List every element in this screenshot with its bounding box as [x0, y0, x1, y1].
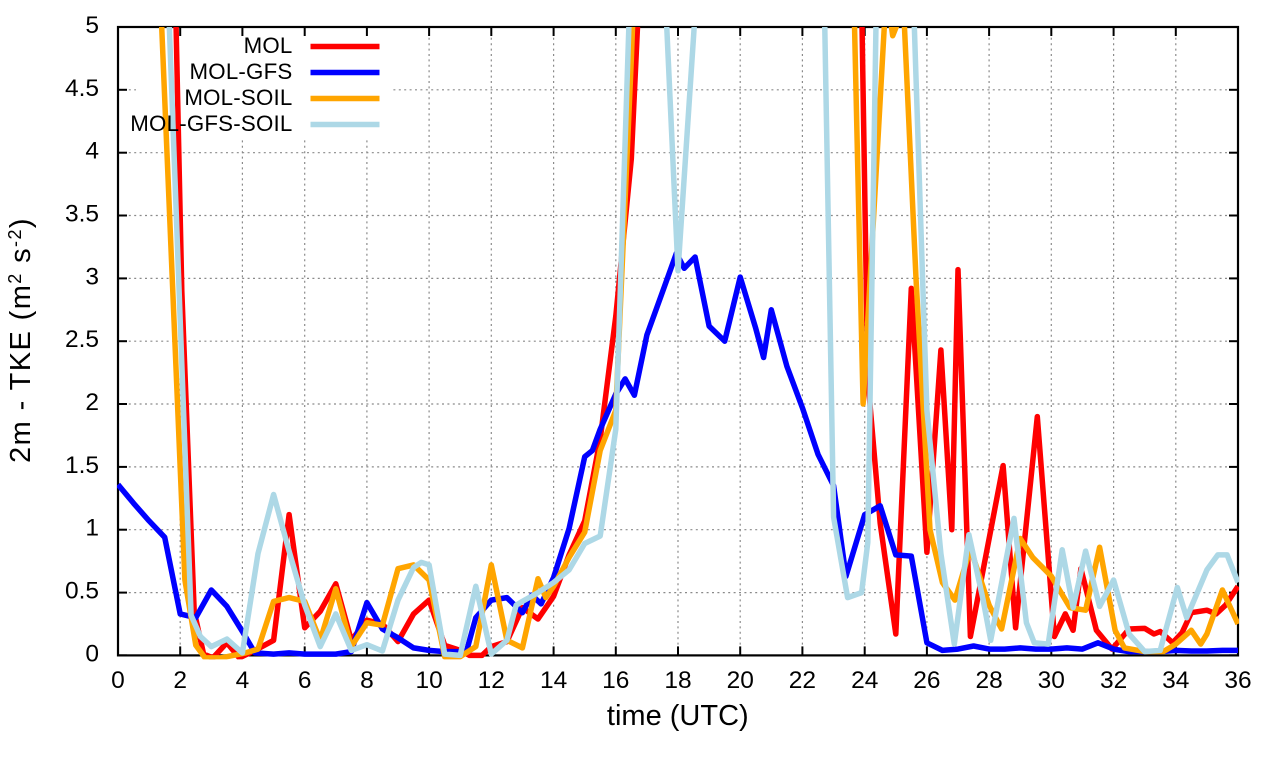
- svg-text:2: 2: [85, 389, 99, 416]
- svg-text:28: 28: [975, 667, 1002, 694]
- svg-text:3: 3: [85, 263, 99, 290]
- svg-text:14: 14: [540, 667, 567, 694]
- svg-text:3.5: 3.5: [65, 201, 99, 228]
- svg-text:2m - TKE (m2 s-2): 2m - TKE (m2 s-2): [5, 217, 37, 463]
- svg-text:MOL-SOIL: MOL-SOIL: [184, 85, 292, 110]
- svg-text:8: 8: [360, 667, 374, 694]
- svg-text:16: 16: [602, 667, 629, 694]
- svg-text:MOL-GFS-SOIL: MOL-GFS-SOIL: [130, 111, 292, 136]
- svg-text:6: 6: [298, 667, 312, 694]
- svg-text:12: 12: [478, 667, 505, 694]
- svg-text:5: 5: [85, 12, 99, 39]
- svg-text:4: 4: [85, 138, 99, 165]
- svg-text:4: 4: [236, 667, 250, 694]
- svg-text:22: 22: [789, 667, 816, 694]
- svg-text:1: 1: [85, 515, 99, 542]
- svg-text:32: 32: [1100, 667, 1127, 694]
- svg-text:10: 10: [415, 667, 442, 694]
- svg-text:0: 0: [111, 667, 125, 694]
- svg-text:24: 24: [851, 667, 878, 694]
- svg-text:MOL: MOL: [244, 33, 293, 58]
- svg-text:0: 0: [85, 640, 99, 667]
- svg-text:20: 20: [727, 667, 754, 694]
- svg-text:2.5: 2.5: [65, 326, 99, 353]
- svg-text:0.5: 0.5: [65, 578, 99, 605]
- svg-text:MOL-GFS: MOL-GFS: [190, 59, 293, 84]
- svg-text:time (UTC): time (UTC): [607, 700, 749, 732]
- svg-text:26: 26: [913, 667, 940, 694]
- svg-text:2: 2: [173, 667, 187, 694]
- svg-text:34: 34: [1162, 667, 1189, 694]
- svg-text:36: 36: [1224, 667, 1251, 694]
- svg-text:18: 18: [664, 667, 691, 694]
- svg-text:30: 30: [1038, 667, 1065, 694]
- svg-text:4.5: 4.5: [65, 75, 99, 102]
- svg-text:1.5: 1.5: [65, 452, 99, 479]
